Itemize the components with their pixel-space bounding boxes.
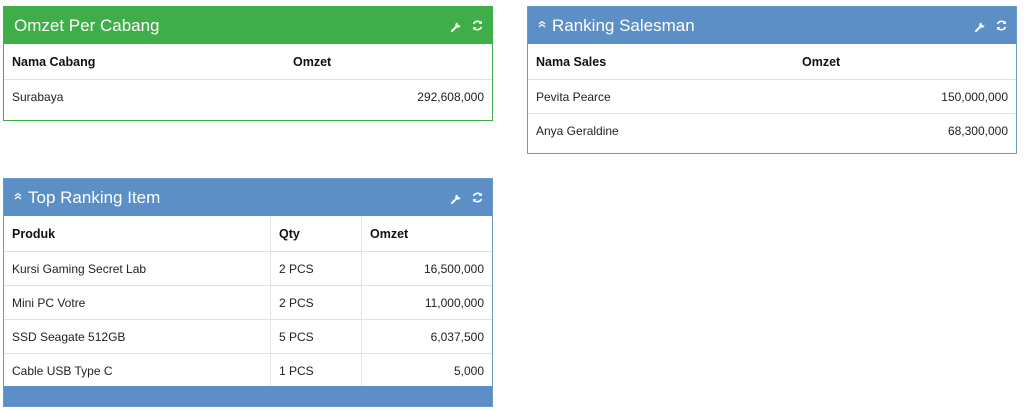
produk-cell: SSD Seagate 512GB xyxy=(4,319,271,354)
omzet-cell: 150,000,000 xyxy=(794,79,1016,114)
omzet-cell: 6,037,500 xyxy=(361,319,492,354)
table-row: Pevita Pearce 150,000,000 xyxy=(528,79,1016,114)
column-header-omzet: Omzet xyxy=(361,216,492,252)
table-row: Anya Geraldine 68,300,000 xyxy=(528,113,1016,147)
widget-header: Ranking Salesman xyxy=(528,7,1016,44)
column-header-omzet: Omzet xyxy=(802,54,841,69)
table-row: Surabaya 292,608,000 xyxy=(4,79,492,113)
table-row: Cable USB Type C 1 PCS 5,000 xyxy=(4,353,492,387)
qty-cell: 2 PCS xyxy=(270,251,362,286)
wrench-icon[interactable] xyxy=(975,20,987,32)
top-item-table: Produk Qty Omzet Kursi Gaming Secret Lab… xyxy=(4,216,492,387)
widget-footer xyxy=(4,386,492,406)
qty-cell: 2 PCS xyxy=(270,285,362,320)
omzet-cell: 68,300,000 xyxy=(794,113,1016,147)
sales-cell: Anya Geraldine xyxy=(528,113,794,147)
widget-header: Omzet Per Cabang xyxy=(4,7,492,44)
column-header-omzet: Omzet xyxy=(293,54,332,69)
produk-cell: Kursi Gaming Secret Lab xyxy=(4,251,271,286)
column-header-nama-sales: Nama Sales xyxy=(536,54,607,69)
ranking-salesman-table: Nama Sales Omzet Pevita Pearce 150,000,0… xyxy=(528,44,1016,147)
qty-cell: 5 PCS xyxy=(270,319,362,354)
omzet-cell: 16,500,000 xyxy=(361,251,492,286)
produk-cell: Mini PC Votre xyxy=(4,285,271,320)
chevron-up-icon[interactable] xyxy=(14,192,22,203)
qty-cell: 1 PCS xyxy=(270,353,362,387)
table-row: Kursi Gaming Secret Lab 2 PCS 16,500,000 xyxy=(4,251,492,286)
wrench-icon[interactable] xyxy=(451,192,463,204)
table-row: Mini PC Votre 2 PCS 11,000,000 xyxy=(4,285,492,320)
refresh-icon[interactable] xyxy=(471,19,484,32)
omzet-cell: 11,000,000 xyxy=(361,285,492,320)
widget-title: Omzet Per Cabang xyxy=(14,15,160,35)
refresh-icon[interactable] xyxy=(471,191,484,204)
sales-cell: Pevita Pearce xyxy=(528,79,794,114)
widget-title: Ranking Salesman xyxy=(552,15,695,35)
cabang-cell: Surabaya xyxy=(4,79,285,113)
column-header-nama-cabang: Nama Cabang xyxy=(12,54,96,69)
refresh-icon[interactable] xyxy=(995,19,1008,32)
widget-title: Top Ranking Item xyxy=(28,187,161,207)
ranking-salesman-widget: Ranking Salesman Nama Sales Omzet Pevita… xyxy=(527,6,1017,154)
widget-header: Top Ranking Item xyxy=(4,179,492,216)
chevron-up-icon[interactable] xyxy=(538,20,546,31)
omzet-cabang-table: Nama Cabang Omzet Surabaya 292,608,000 xyxy=(4,44,492,113)
omzet-per-cabang-widget: Omzet Per Cabang Nama Cabang Omzet Surab… xyxy=(3,6,493,121)
column-header-produk: Produk xyxy=(12,226,56,241)
wrench-icon[interactable] xyxy=(451,20,463,32)
top-ranking-item-widget: Top Ranking Item Produk Qty Omzet Kursi … xyxy=(3,178,493,407)
table-row: SSD Seagate 512GB 5 PCS 6,037,500 xyxy=(4,319,492,354)
produk-cell: Cable USB Type C xyxy=(4,353,271,387)
column-header-qty: Qty xyxy=(270,216,362,252)
omzet-cell: 5,000 xyxy=(361,353,492,387)
omzet-cell: 292,608,000 xyxy=(285,79,492,113)
